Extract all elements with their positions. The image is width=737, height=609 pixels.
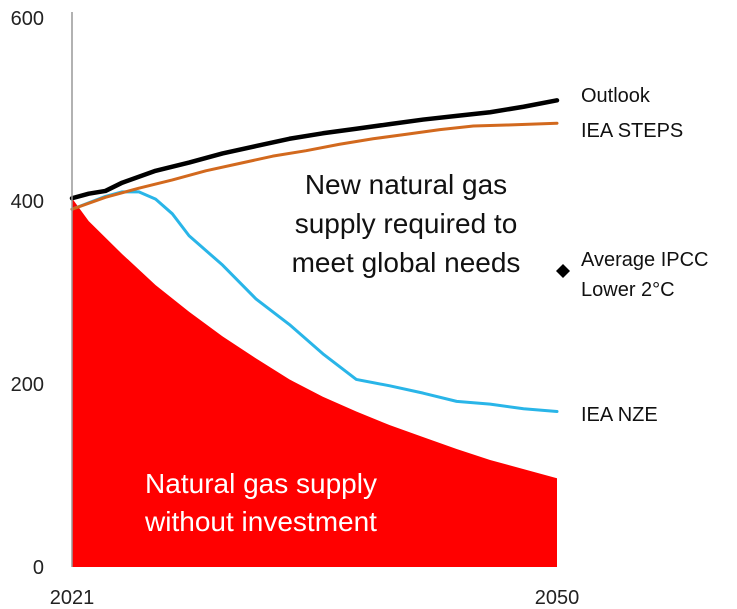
annotation-gap-line: New natural gas bbox=[305, 169, 507, 200]
series-label-iea-nze: IEA NZE bbox=[581, 404, 658, 426]
y-tick-label: 600 bbox=[11, 8, 44, 30]
series-line-outlook bbox=[69, 98, 560, 201]
annotation-gap-line: supply required to bbox=[295, 208, 518, 239]
x-tick-label: 2021 bbox=[50, 587, 95, 609]
annotation-area-line: Natural gas supply bbox=[145, 468, 377, 499]
y-tick-label: 200 bbox=[11, 374, 44, 396]
annotation-gap-line: meet global needs bbox=[292, 247, 521, 278]
y-tick-label: 0 bbox=[33, 557, 44, 579]
annotation-layer: New natural gas supply required to meet gl… bbox=[144, 169, 520, 537]
annotation-area-line: without investment bbox=[144, 506, 377, 537]
marker-label-line: Lower 2°C bbox=[581, 279, 675, 301]
tick-layer: 0 200 400 600 2021 2050 bbox=[11, 8, 580, 609]
area-layer bbox=[72, 198, 557, 567]
marker-label-line: Average IPCC bbox=[581, 249, 708, 271]
y-tick-label: 400 bbox=[11, 191, 44, 213]
marker-ipcc-diamond bbox=[556, 264, 570, 278]
marker-layer: Average IPCC Lower 2°C bbox=[556, 249, 708, 301]
series-line-iea-steps bbox=[70, 121, 559, 211]
series-line-iea-nze bbox=[70, 190, 559, 413]
series-layer bbox=[69, 98, 560, 413]
area-no-investment bbox=[72, 198, 557, 567]
series-label-iea-steps: IEA STEPS bbox=[581, 120, 683, 142]
series-label-outlook: Outlook bbox=[581, 85, 651, 107]
series-label-layer: Outlook IEA STEPS IEA NZE bbox=[581, 85, 683, 426]
x-tick-label: 2050 bbox=[535, 587, 580, 609]
